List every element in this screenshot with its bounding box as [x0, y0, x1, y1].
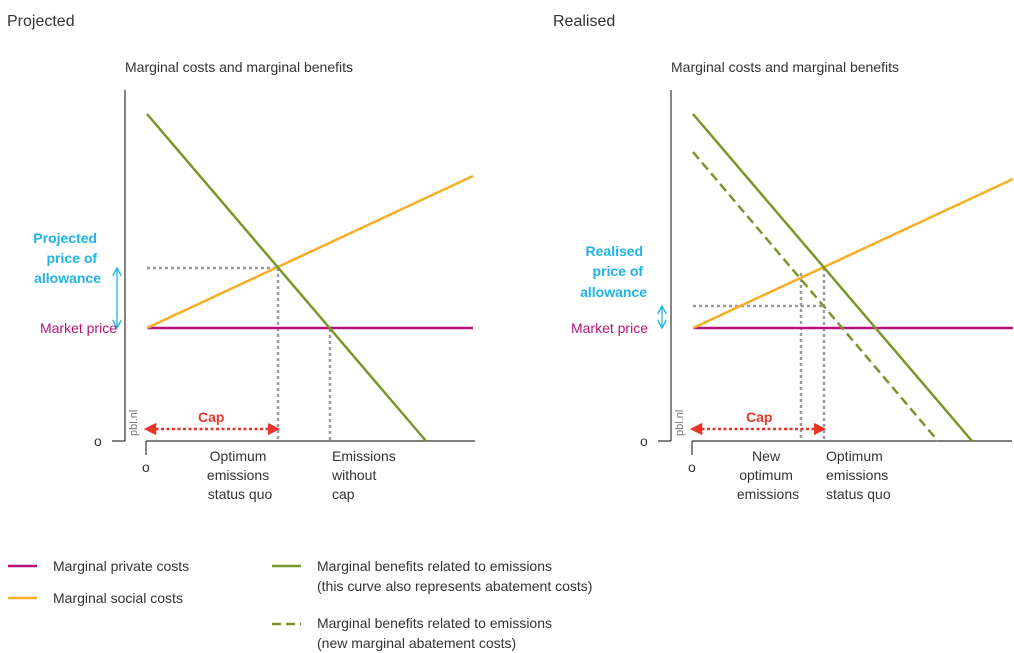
legend-new-benefits-label: Marginal benefits related to emissions (… [317, 615, 556, 651]
legend-private-costs-label: Marginal private costs [53, 558, 189, 574]
realised-watermark: pbl.nl [674, 410, 686, 436]
realised-panel: Realised Marginal costs and marginal ben… [553, 13, 1014, 502]
projected-price-label: Projected price of allowance [33, 230, 101, 286]
projected-market-price-label: Market price [40, 320, 117, 336]
projected-origin-x: o [142, 459, 150, 475]
realised-benefits-line [692, 113, 973, 442]
realised-origin-x: o [688, 459, 696, 475]
realised-price-label: Realised price of allowance [580, 243, 647, 300]
realised-x-label-optimum: Optimum emissions status quo [826, 448, 892, 502]
legend-benefits-label: Marginal benefits related to emissions (… [317, 558, 592, 594]
projected-panel: Projected Marginal costs and marginal be… [7, 13, 475, 502]
realised-market-price-label: Market price [571, 320, 648, 336]
projected-watermark: pbl.nl [128, 410, 140, 436]
realised-social-costs-line [692, 177, 1014, 330]
projected-subtitle: Marginal costs and marginal benefits [125, 59, 353, 75]
realised-x-label-new-optimum: New optimum emissions [737, 448, 799, 502]
legend: Marginal private costs Marginal social c… [8, 558, 592, 651]
realised-title: Realised [553, 13, 615, 30]
projected-cap-label: Cap [198, 409, 224, 425]
realised-origin-y: o [640, 433, 648, 449]
projected-social-costs-line [146, 174, 474, 330]
projected-origin-y: o [94, 433, 102, 449]
projected-x-label-optimum: Optimum emissions status quo [207, 448, 273, 502]
realised-subtitle: Marginal costs and marginal benefits [671, 59, 899, 75]
projected-x-label-no-cap: Emissions without cap [331, 448, 400, 502]
legend-social-costs-label: Marginal social costs [53, 590, 183, 606]
realised-new-benefits-dashed-line [692, 151, 939, 442]
projected-benefits-line [146, 113, 427, 442]
projected-title: Projected [7, 13, 75, 30]
realised-cap-label: Cap [746, 409, 772, 425]
